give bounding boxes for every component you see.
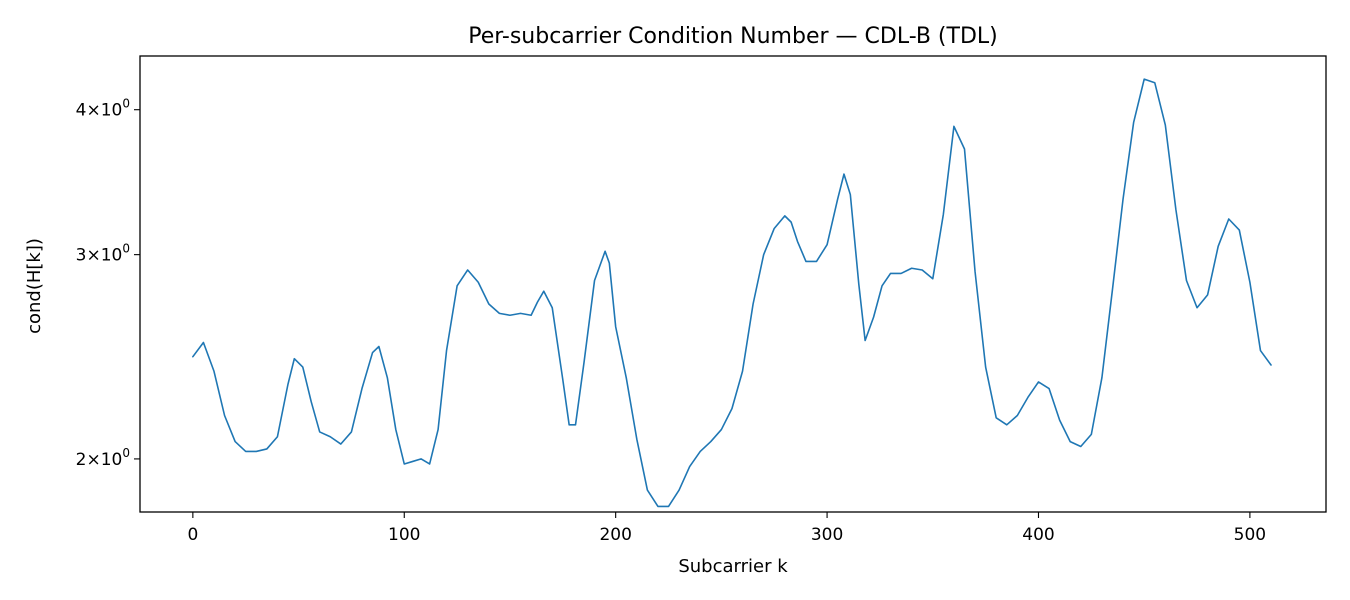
x-tick-label: 300 [811, 525, 843, 545]
y-tick-label: 4×100 [76, 97, 130, 121]
x-tick-label: 200 [599, 525, 631, 545]
x-tick-label: 0 [187, 525, 198, 545]
x-axis-ticks: 0 100 200 300 400 500 [187, 512, 1266, 545]
x-tick-label: 400 [1022, 525, 1054, 545]
series-line-0 [192, 78, 1272, 508]
plot-layer [192, 78, 1272, 508]
y-axis-ticks: 2×100 3×100 4×100 [76, 97, 140, 470]
x-axis-label: Subcarrier k [678, 556, 788, 577]
chart-title: Per-subcarrier Condition Number — CDL-B … [468, 24, 997, 49]
plot-frame [139, 55, 1327, 513]
y-axis-label: cond(H[k]) [24, 238, 45, 334]
y-tick-label: 2×100 [76, 446, 130, 470]
y-tick-label: 3×100 [76, 242, 130, 266]
x-tick-label: 100 [388, 525, 420, 545]
x-tick-label: 500 [1234, 525, 1266, 545]
